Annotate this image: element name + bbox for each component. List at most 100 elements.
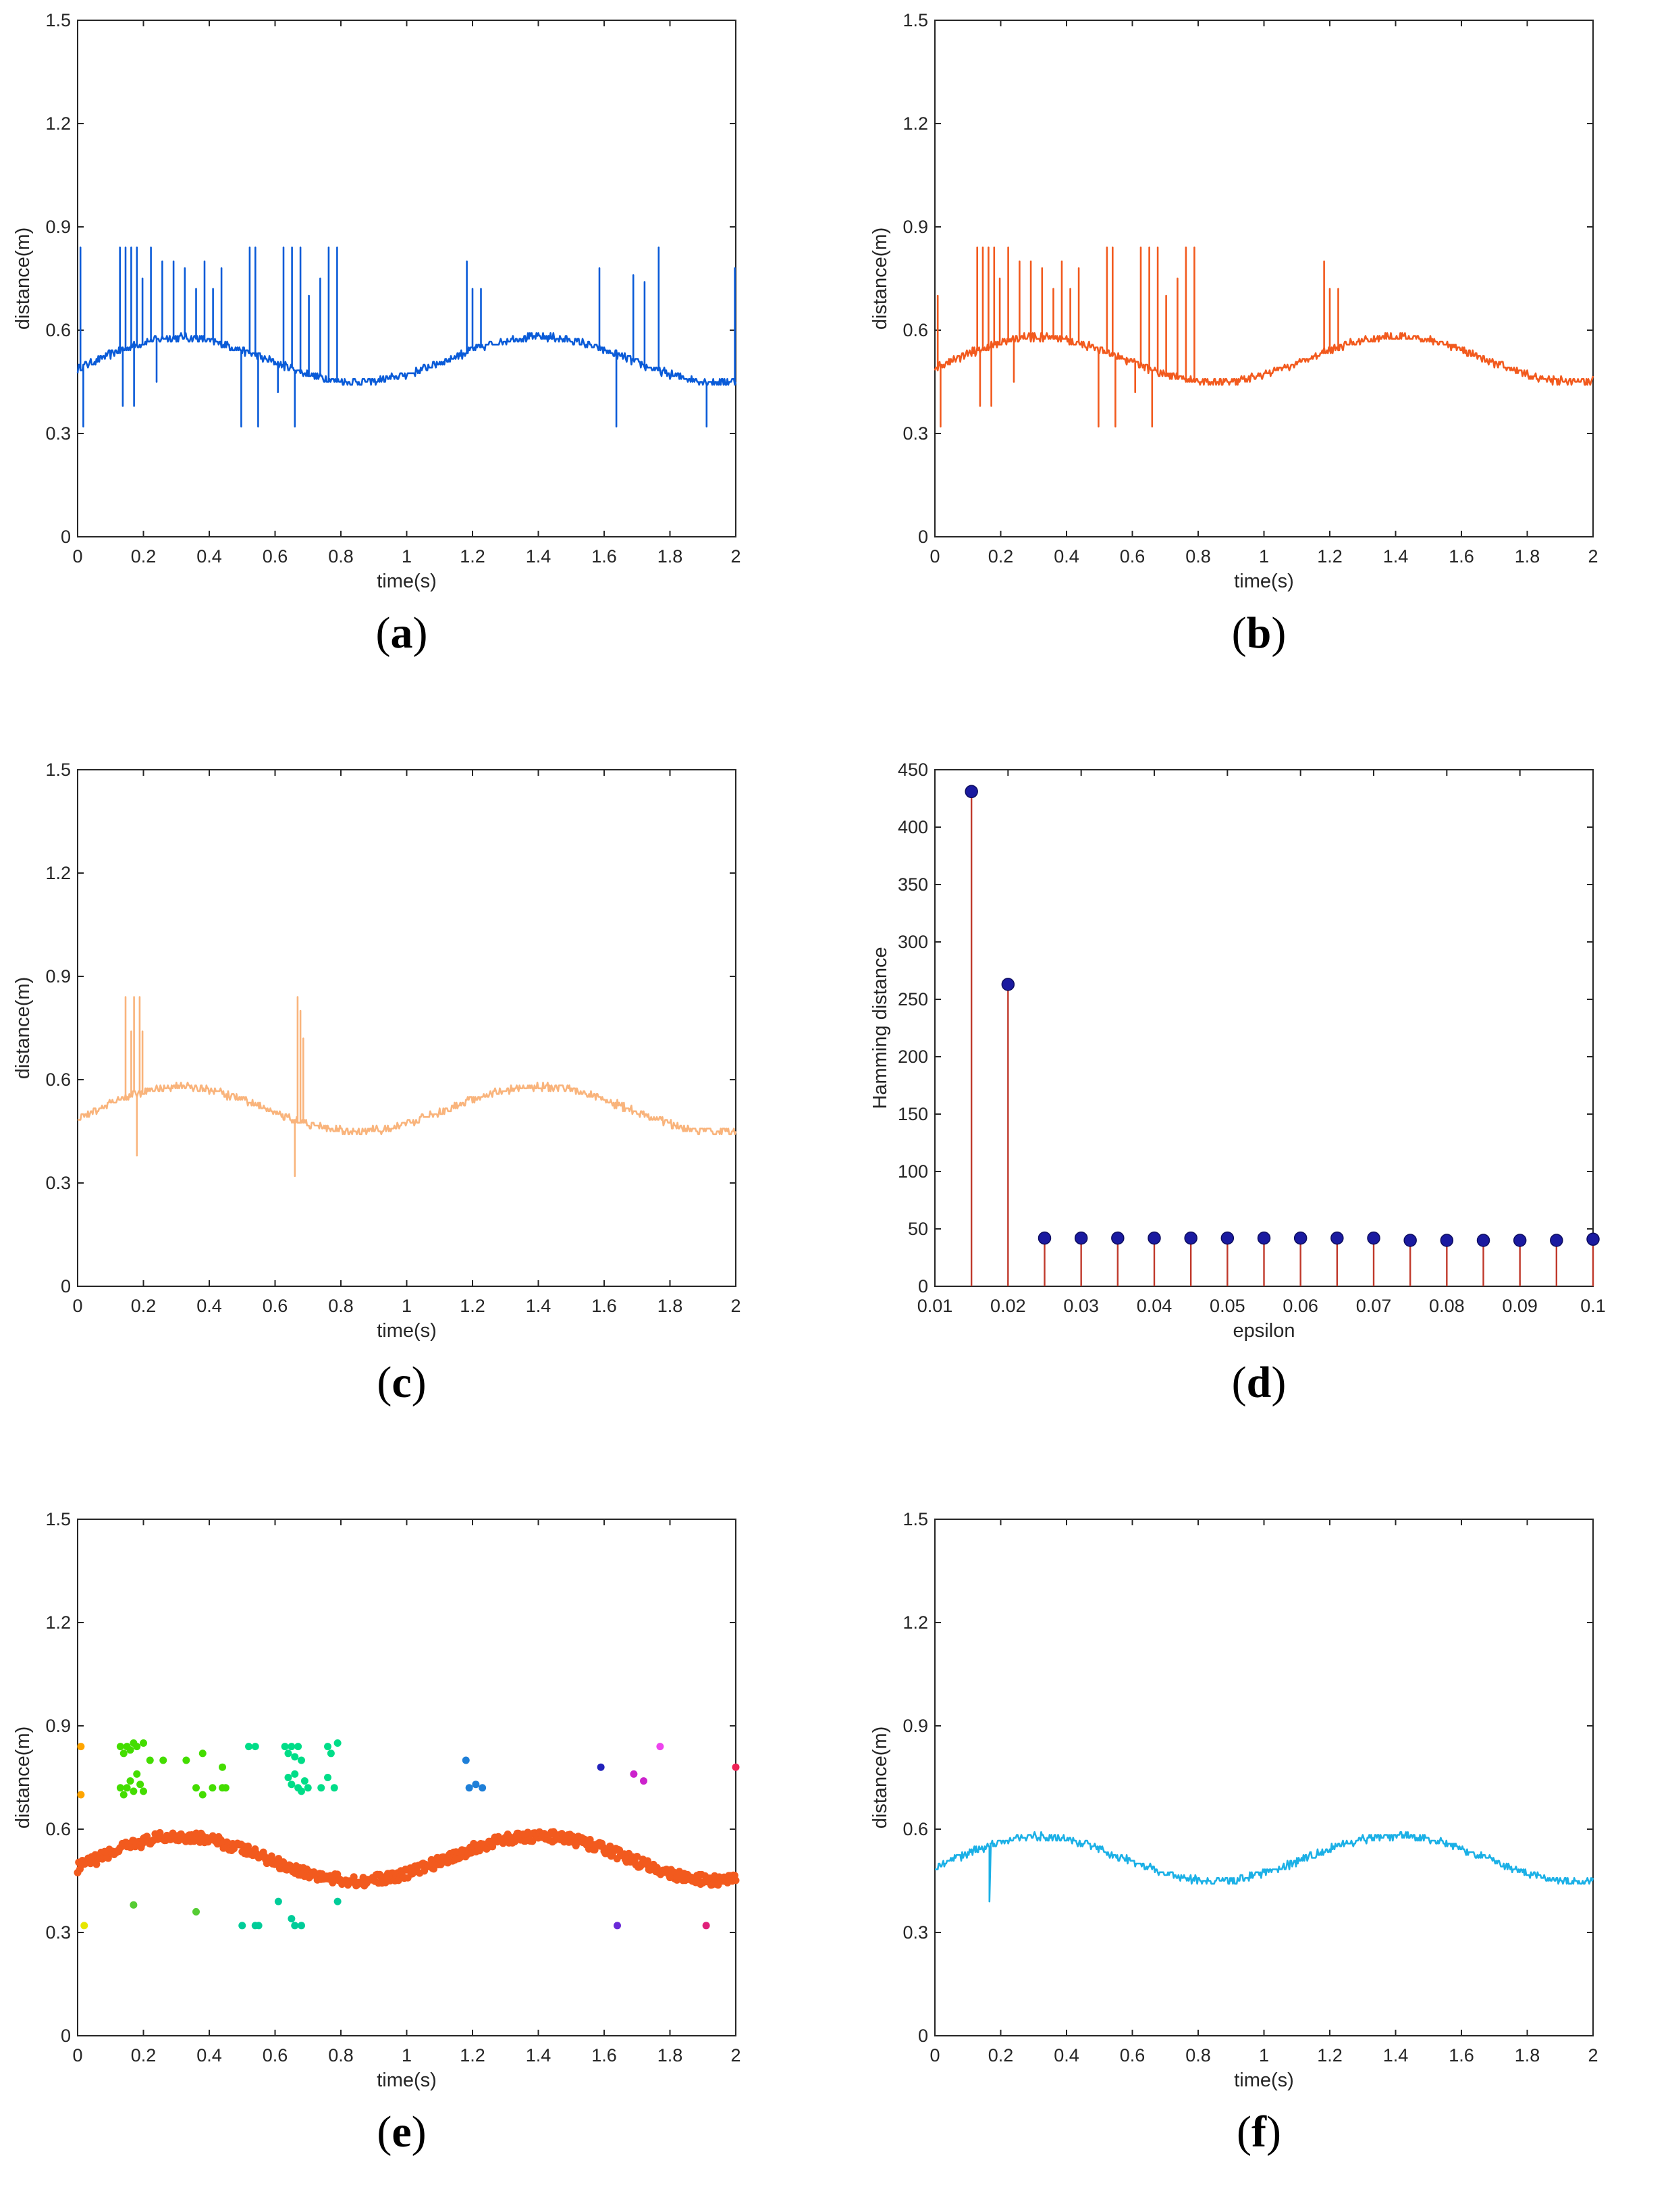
x-tick-label: 1.8 — [1515, 546, 1540, 567]
outlier-point — [238, 1922, 246, 1930]
caption-c: (c) — [377, 1358, 427, 1407]
x-tick-label: 2 — [1588, 546, 1598, 567]
x-tick-label: 0.1 — [1580, 1296, 1606, 1316]
x-tick-label: 1.6 — [591, 546, 617, 567]
outlier-point — [281, 1743, 289, 1751]
stem-marker — [1367, 1231, 1380, 1245]
outlier-point — [221, 1784, 230, 1792]
stem-marker — [1148, 1231, 1161, 1245]
x-tick-label: 1 — [402, 546, 412, 567]
outlier-point — [294, 1743, 302, 1751]
x-tick-label: 1.4 — [526, 546, 551, 567]
y-tick-label: 0.9 — [45, 217, 71, 237]
y-tick-label: 50 — [908, 1219, 928, 1239]
y-axis-label: distance(m) — [12, 977, 34, 1080]
cluster-point — [489, 1843, 497, 1851]
stem-marker — [1513, 1234, 1527, 1247]
x-tick-label: 0.6 — [263, 1296, 288, 1316]
outlier-point — [288, 1743, 296, 1751]
plot-area — [934, 20, 1594, 537]
x-tick-label: 0.07 — [1356, 1296, 1392, 1316]
cluster-point — [511, 1837, 519, 1845]
x-tick-label: 0.2 — [131, 2045, 157, 2065]
chart-c: 0 0.2 0.4 0.6 0.8 1 1.2 1.4 1.6 1.8 2 0 0.3 0.6 0.9 1.2… — [12, 760, 741, 1342]
x-tick-label: 0.4 — [196, 546, 222, 567]
outlier-point — [324, 1743, 331, 1751]
y-tick-label: 0 — [61, 1276, 71, 1296]
outlier-point — [192, 1784, 200, 1792]
outlier-point — [614, 1922, 621, 1930]
outlier-point — [126, 1746, 134, 1754]
stem-marker — [1001, 978, 1015, 991]
plot-area — [77, 1519, 736, 2036]
plot-area — [77, 20, 736, 537]
outlier-point — [219, 1763, 226, 1771]
outlier-point — [77, 1743, 85, 1751]
outlier-point — [317, 1784, 325, 1792]
x-tick-label: 1.8 — [1515, 2045, 1540, 2065]
x-tick-label: 0.05 — [1210, 1296, 1245, 1316]
outlier-point — [123, 1784, 131, 1792]
plot-area — [934, 1519, 1594, 2036]
y-tick-label: 100 — [898, 1161, 928, 1182]
outlier-point — [140, 1739, 147, 1747]
x-tick-label: 1.2 — [1317, 546, 1343, 567]
x-tick-label: 1 — [1259, 2045, 1269, 2065]
series-line — [78, 996, 737, 1178]
outlier-point — [656, 1743, 664, 1751]
stem-marker — [1403, 1234, 1417, 1247]
x-tick-label: 0.08 — [1429, 1296, 1465, 1316]
outlier-point — [80, 1922, 88, 1930]
outlier-point — [116, 1743, 124, 1751]
outlier-point — [284, 1774, 292, 1781]
y-tick-label: 1.2 — [45, 1612, 71, 1633]
x-axis-label: epsilon — [1233, 1320, 1295, 1342]
caption-f: (f) — [1237, 2107, 1281, 2157]
y-tick-label: 1.5 — [45, 760, 71, 780]
x-tick-label: 0.2 — [988, 546, 1014, 567]
y-tick-label: 0 — [918, 527, 928, 547]
outlier-point — [251, 1743, 259, 1751]
y-tick-label: 0.6 — [903, 1819, 928, 1839]
stem-marker — [1330, 1231, 1344, 1245]
chart-panel-f: 0 0.2 0.4 0.6 0.8 1 1.2 1.4 1.6 1.8 2 0 0.3 0.6 0.9 1.2… — [869, 1506, 1647, 2091]
x-tick-label: 1.2 — [460, 2045, 485, 2065]
x-tick-label: 0.4 — [196, 1296, 222, 1316]
outlier-point — [77, 1791, 85, 1799]
outlier-point — [182, 1756, 190, 1764]
stem-marker — [1074, 1231, 1088, 1245]
outlier-point — [333, 1897, 342, 1905]
x-tick-label: 0.8 — [328, 1296, 354, 1316]
x-tick-label: 2 — [730, 546, 740, 567]
outlier-point — [198, 1791, 207, 1799]
stem-marker — [965, 785, 978, 799]
chart-f: 0 0.2 0.4 0.6 0.8 1 1.2 1.4 1.6 1.8 2 0 0.3 0.6 0.9 1.2… — [869, 1509, 1598, 2091]
outlier-point — [640, 1777, 647, 1785]
y-tick-label: 0.3 — [45, 1922, 71, 1943]
outlier-point — [119, 1791, 128, 1799]
outlier-point — [119, 1749, 128, 1758]
y-tick-label: 0.6 — [45, 1070, 71, 1090]
x-tick-label: 0.2 — [131, 546, 157, 567]
outlier-point — [465, 1784, 473, 1792]
y-axis-label: Hamming distance — [869, 947, 891, 1109]
y-axis-label: distance(m) — [869, 228, 891, 330]
outlier-point — [209, 1784, 217, 1792]
x-tick-label: 0.2 — [131, 1296, 157, 1316]
x-tick-label: 0 — [72, 546, 82, 567]
x-tick-label: 2 — [730, 1296, 740, 1316]
stem-marker — [1111, 1231, 1125, 1245]
x-tick-label: 0.6 — [1120, 2045, 1146, 2065]
outlier-point — [136, 1781, 144, 1789]
chart-e: 0 0.2 0.4 0.6 0.8 1 1.2 1.4 1.6 1.8 2 0 0.3 0.6 0.9 1.2… — [12, 1509, 741, 2091]
x-tick-label: 1.6 — [1449, 2045, 1474, 2065]
plot-area — [77, 769, 736, 1287]
x-tick-label: 1.4 — [526, 2045, 551, 2065]
outlier-point — [462, 1756, 470, 1764]
chart-panel-d: 0.01 0.02 0.03 0.04 0.05 0.06 0.07 0.08 0.09 0.1 0… — [869, 756, 1647, 1342]
y-tick-label: 0.6 — [903, 320, 928, 340]
chart-panel-e: 0 0.2 0.4 0.6 0.8 1 1.2 1.4 1.6 1.8 2 0 0.3 0.6 0.9 1.2… — [12, 1506, 790, 2091]
y-tick-label: 1.2 — [903, 113, 928, 134]
x-tick-label: 0.09 — [1502, 1296, 1538, 1316]
x-axis-label: time(s) — [1234, 2070, 1294, 2091]
